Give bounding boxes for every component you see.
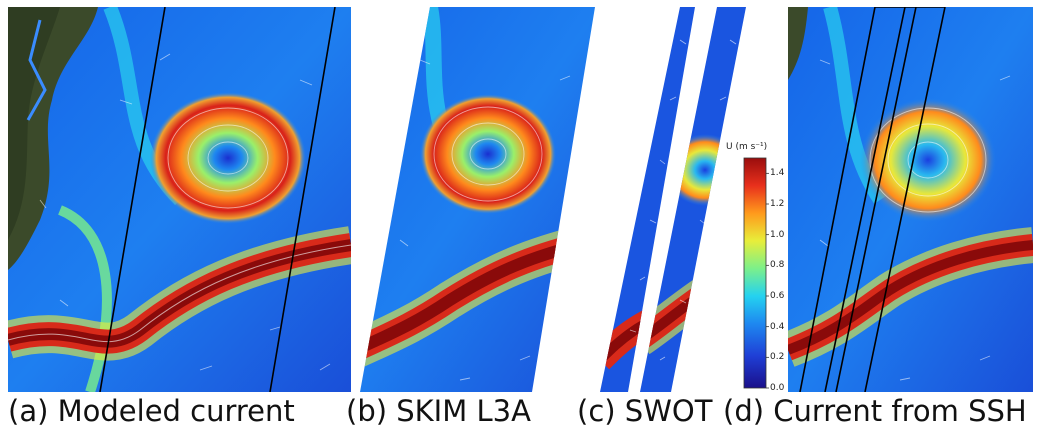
panel-a-map (8, 7, 351, 392)
panel-d-map (788, 7, 1033, 392)
caption-a: (a) Modeled current (8, 394, 295, 428)
caption-c: (c) SWOT (577, 394, 713, 428)
colorbar-tick-label: 0.8 (770, 260, 785, 271)
panel-b-map (360, 7, 595, 392)
colorbar-tick-label: 0.0 (770, 383, 785, 393)
caption-d: (d) Current from SSH (723, 394, 1027, 428)
colorbar-tick-label: 1.0 (770, 229, 785, 240)
colorbar-title: U (m s⁻¹) (726, 142, 768, 152)
colorbar-tick-label: 0.2 (770, 352, 785, 363)
colorbar-scale (743, 157, 767, 389)
colorbar-tick-label: 1.4 (770, 168, 785, 179)
colorbar-tick-label: 1.2 (770, 199, 785, 209)
colorbar-tick-label: 0.4 (770, 321, 785, 332)
caption-b: (b) SKIM L3A (346, 394, 531, 428)
colorbar-tick-label: 0.6 (770, 291, 785, 301)
